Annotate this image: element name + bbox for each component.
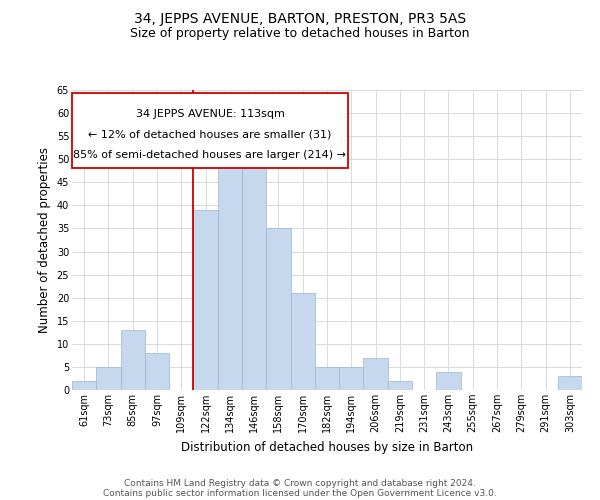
- Bar: [218, 164, 242, 390]
- Bar: [388, 381, 412, 390]
- Bar: [290, 293, 315, 390]
- Text: Contains HM Land Registry data © Crown copyright and database right 2024.: Contains HM Land Registry data © Crown c…: [124, 478, 476, 488]
- Text: 34, JEPPS AVENUE, BARTON, PRESTON, PR3 5AS: 34, JEPPS AVENUE, BARTON, PRESTON, PR3 5…: [134, 12, 466, 26]
- Bar: [193, 210, 218, 390]
- Bar: [145, 353, 169, 390]
- FancyBboxPatch shape: [72, 93, 348, 168]
- Bar: [436, 372, 461, 390]
- Bar: [96, 367, 121, 390]
- Bar: [315, 367, 339, 390]
- Bar: [266, 228, 290, 390]
- Bar: [558, 376, 582, 390]
- Bar: [121, 330, 145, 390]
- Text: Contains public sector information licensed under the Open Government Licence v3: Contains public sector information licen…: [103, 488, 497, 498]
- Bar: [72, 381, 96, 390]
- Text: 85% of semi-detached houses are larger (214) →: 85% of semi-detached houses are larger (…: [73, 150, 346, 160]
- Text: ← 12% of detached houses are smaller (31): ← 12% of detached houses are smaller (31…: [88, 129, 332, 139]
- Text: 34 JEPPS AVENUE: 113sqm: 34 JEPPS AVENUE: 113sqm: [136, 109, 284, 119]
- Bar: [364, 358, 388, 390]
- Bar: [339, 367, 364, 390]
- X-axis label: Distribution of detached houses by size in Barton: Distribution of detached houses by size …: [181, 440, 473, 454]
- Text: Size of property relative to detached houses in Barton: Size of property relative to detached ho…: [130, 28, 470, 40]
- Bar: [242, 150, 266, 390]
- Y-axis label: Number of detached properties: Number of detached properties: [38, 147, 51, 333]
